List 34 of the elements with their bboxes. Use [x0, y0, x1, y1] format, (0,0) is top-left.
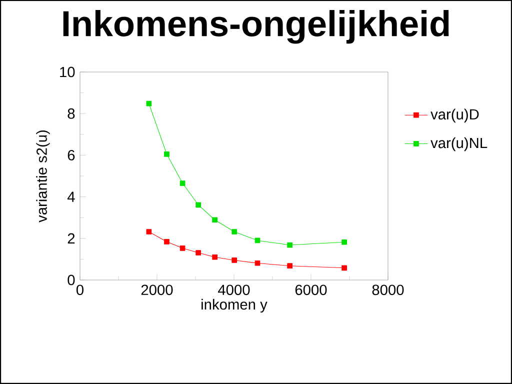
point [287, 263, 292, 269]
point [196, 202, 202, 208]
x-tick-label: 2000 [141, 284, 173, 296]
point [146, 229, 152, 234]
x-tick-label: 6000 [295, 284, 327, 296]
point [196, 250, 202, 256]
point [164, 239, 170, 244]
y-axis-title: variantie s2(u) [36, 130, 50, 222]
chart-title: Inkomens-ongelijkheid [63, 10, 449, 44]
legend-label: var(u)D [430, 108, 479, 122]
point [212, 217, 218, 223]
y-tick-label: 10 [60, 66, 75, 78]
y-tick-label: 8 [68, 108, 75, 119]
y-tick-label: 4 [67, 192, 75, 202]
point [212, 254, 218, 260]
legend-label: var(u)NL [430, 137, 488, 152]
y-tick-label: 6 [68, 150, 75, 160]
x-tick-label: 4000 [218, 284, 250, 296]
x-tick-label: 0 [76, 284, 84, 296]
point [254, 260, 260, 266]
point [180, 245, 186, 251]
point [287, 242, 292, 248]
point [232, 229, 238, 234]
point [342, 265, 347, 271]
point [254, 238, 260, 244]
point [180, 180, 186, 186]
point [232, 258, 238, 263]
point [342, 239, 347, 245]
y-tick-label: 0 [68, 274, 75, 286]
y-tick-label: 2 [68, 233, 75, 244]
x-tick-label: 8000 [372, 284, 404, 296]
point [164, 151, 170, 157]
x-axis-title: inkomen y [202, 298, 268, 313]
point [146, 100, 152, 106]
